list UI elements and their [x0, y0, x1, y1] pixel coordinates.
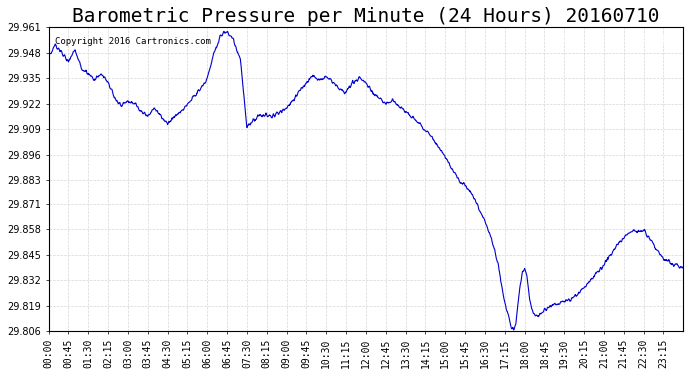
Title: Barometric Pressure per Minute (24 Hours) 20160710: Barometric Pressure per Minute (24 Hours…: [72, 7, 660, 26]
Text: Copyright 2016 Cartronics.com: Copyright 2016 Cartronics.com: [55, 37, 211, 46]
